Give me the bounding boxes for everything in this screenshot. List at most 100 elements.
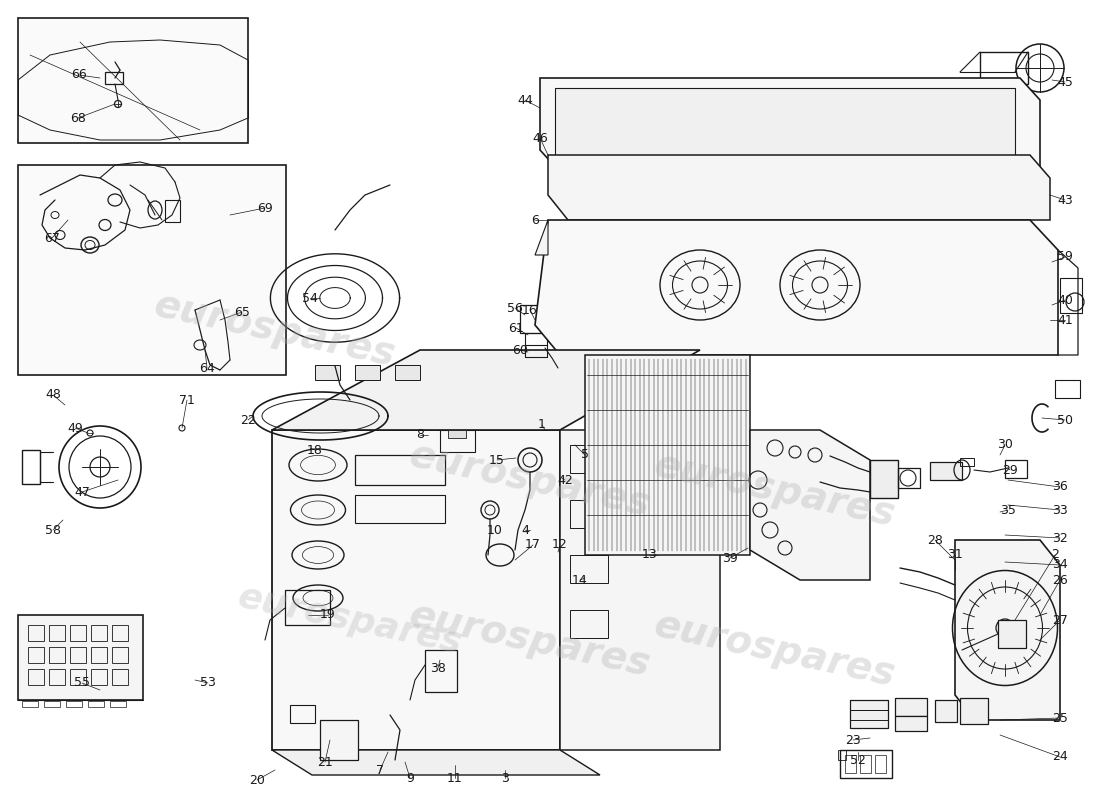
Text: 33: 33 bbox=[1052, 503, 1068, 517]
Bar bbox=[28, 625, 44, 641]
Bar bbox=[112, 669, 128, 685]
Bar bbox=[70, 647, 86, 663]
Text: 52: 52 bbox=[850, 754, 866, 766]
Text: 31: 31 bbox=[947, 549, 962, 562]
Bar bbox=[70, 625, 86, 641]
Bar bbox=[850, 700, 888, 710]
Text: 8: 8 bbox=[416, 429, 424, 442]
Bar bbox=[870, 460, 898, 498]
Text: 49: 49 bbox=[67, 422, 82, 434]
Text: 53: 53 bbox=[200, 677, 216, 690]
Text: 24: 24 bbox=[1052, 750, 1068, 763]
Text: eurospares: eurospares bbox=[234, 580, 465, 660]
Bar bbox=[88, 701, 104, 707]
Bar bbox=[556, 88, 1015, 160]
Bar bbox=[425, 650, 456, 692]
Text: 23: 23 bbox=[845, 734, 861, 746]
Bar bbox=[930, 462, 962, 480]
Polygon shape bbox=[355, 365, 380, 380]
Text: 66: 66 bbox=[72, 69, 87, 82]
Text: 68: 68 bbox=[70, 111, 86, 125]
Polygon shape bbox=[585, 355, 750, 555]
Text: 25: 25 bbox=[1052, 711, 1068, 725]
Bar bbox=[18, 18, 248, 143]
Bar bbox=[18, 165, 286, 375]
Text: 14: 14 bbox=[572, 574, 587, 586]
Bar bbox=[570, 610, 608, 638]
Text: 2: 2 bbox=[1052, 549, 1059, 562]
Polygon shape bbox=[955, 540, 1060, 720]
Text: 42: 42 bbox=[557, 474, 573, 486]
Text: 7: 7 bbox=[376, 763, 384, 777]
Bar bbox=[1060, 278, 1082, 313]
Text: 35: 35 bbox=[1000, 503, 1016, 517]
Bar bbox=[850, 710, 888, 720]
Bar bbox=[874, 755, 886, 773]
Bar bbox=[1055, 380, 1080, 398]
Text: 46: 46 bbox=[532, 131, 548, 145]
Text: 61: 61 bbox=[508, 322, 524, 334]
Bar bbox=[935, 700, 957, 722]
Bar bbox=[980, 52, 1028, 84]
Text: 48: 48 bbox=[45, 389, 60, 402]
Text: 45: 45 bbox=[1057, 75, 1072, 89]
Text: 1: 1 bbox=[538, 418, 546, 431]
Text: eurospares: eurospares bbox=[651, 606, 899, 694]
Bar bbox=[28, 669, 44, 685]
Bar bbox=[570, 555, 608, 583]
Text: 19: 19 bbox=[320, 609, 336, 622]
Text: 12: 12 bbox=[552, 538, 568, 551]
Text: 60: 60 bbox=[513, 343, 528, 357]
Bar bbox=[895, 716, 927, 731]
Bar bbox=[845, 755, 856, 773]
Polygon shape bbox=[272, 430, 560, 750]
Text: 4: 4 bbox=[521, 523, 529, 537]
Bar bbox=[355, 495, 446, 523]
Text: 28: 28 bbox=[927, 534, 943, 546]
Text: 58: 58 bbox=[45, 523, 60, 537]
Text: 13: 13 bbox=[642, 549, 658, 562]
Text: 38: 38 bbox=[430, 662, 446, 674]
Polygon shape bbox=[750, 430, 870, 580]
Text: 64: 64 bbox=[199, 362, 214, 374]
Text: 15: 15 bbox=[490, 454, 505, 466]
Text: 43: 43 bbox=[1057, 194, 1072, 206]
Bar bbox=[91, 625, 107, 641]
Text: 71: 71 bbox=[179, 394, 195, 406]
Bar bbox=[22, 701, 38, 707]
Bar bbox=[50, 625, 65, 641]
Bar bbox=[44, 701, 60, 707]
Bar bbox=[898, 468, 920, 488]
Bar bbox=[50, 669, 65, 685]
Text: 29: 29 bbox=[1002, 463, 1018, 477]
Bar bbox=[110, 701, 126, 707]
Polygon shape bbox=[540, 78, 1040, 172]
Polygon shape bbox=[548, 155, 1050, 220]
Polygon shape bbox=[395, 365, 420, 380]
Bar bbox=[1005, 460, 1027, 478]
Bar bbox=[91, 647, 107, 663]
Text: 41: 41 bbox=[1057, 314, 1072, 326]
Bar bbox=[112, 647, 128, 663]
Text: 32: 32 bbox=[1052, 531, 1068, 545]
Text: 36: 36 bbox=[1052, 481, 1068, 494]
Polygon shape bbox=[272, 350, 700, 430]
Bar bbox=[104, 72, 123, 84]
Bar bbox=[838, 750, 846, 760]
Text: eurospares: eurospares bbox=[651, 446, 899, 534]
Bar bbox=[850, 700, 888, 728]
Text: 44: 44 bbox=[517, 94, 532, 106]
Text: 69: 69 bbox=[257, 202, 273, 214]
Text: 34: 34 bbox=[1052, 558, 1068, 571]
Bar bbox=[70, 669, 86, 685]
Text: eurospares: eurospares bbox=[406, 436, 654, 524]
Text: 50: 50 bbox=[1057, 414, 1072, 426]
Text: 21: 21 bbox=[317, 755, 333, 769]
Text: 59: 59 bbox=[1057, 250, 1072, 263]
Text: eurospares: eurospares bbox=[151, 286, 399, 374]
Bar bbox=[440, 430, 475, 452]
Bar bbox=[50, 647, 65, 663]
Bar bbox=[28, 647, 44, 663]
Polygon shape bbox=[315, 365, 340, 380]
Text: 22: 22 bbox=[240, 414, 256, 426]
